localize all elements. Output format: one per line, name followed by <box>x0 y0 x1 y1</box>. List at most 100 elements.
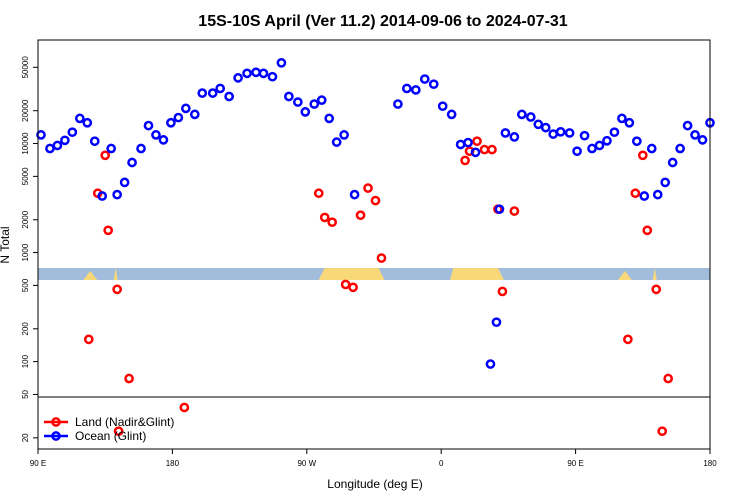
ocean-point <box>639 191 650 201</box>
ocean-point <box>89 136 100 147</box>
x-axis: 90 E 180 90 W 0 90 E 180 <box>30 449 717 468</box>
legend: Land (Nadir&Glint)Ocean (Glint) <box>44 415 174 443</box>
y-tick-label: 200 <box>21 322 30 336</box>
ocean-point <box>316 95 327 105</box>
ocean-point <box>428 79 439 90</box>
ocean-point <box>533 119 544 130</box>
y-tick-label: 100 <box>21 354 30 368</box>
ocean-point <box>119 177 130 188</box>
land-shape <box>113 268 118 280</box>
ocean-point <box>158 135 169 145</box>
land-point <box>623 334 633 345</box>
ocean-point <box>207 88 218 98</box>
ocean-point <box>106 143 117 154</box>
x-tick-label: 90 E <box>567 459 583 468</box>
ocean-point <box>339 130 349 140</box>
x-tick-label: 90 E <box>30 459 46 468</box>
ocean-point <box>555 126 566 137</box>
land-point <box>124 373 134 384</box>
x-tick-label: 0 <box>439 459 444 468</box>
ocean-point <box>151 130 161 140</box>
legend-label: Ocean (Glint) <box>75 429 146 443</box>
ocean-point <box>437 101 448 112</box>
ocean-point <box>233 73 243 83</box>
land-point <box>313 188 324 199</box>
ocean-point <box>166 117 176 128</box>
land-shape <box>617 271 632 280</box>
ocean-point <box>463 137 473 148</box>
ocean-point <box>579 130 590 141</box>
x-tick-label: 180 <box>166 459 180 468</box>
land-point <box>497 286 508 297</box>
y-tick-label: 20 <box>21 433 30 442</box>
ocean-point <box>67 127 78 138</box>
ocean-point <box>402 83 412 94</box>
land-point <box>509 206 520 216</box>
legend-marker <box>51 431 61 441</box>
ocean-point <box>97 191 108 201</box>
land-point <box>340 279 351 290</box>
land-point <box>370 195 381 206</box>
ocean-point <box>284 91 294 102</box>
ocean-point <box>349 189 360 200</box>
x-tick-label: 180 <box>703 459 717 468</box>
land-point <box>657 426 668 437</box>
ocean-point <box>652 189 663 200</box>
chart-title: 15S-10S April (Ver 11.2) 2014-09-06 to 2… <box>198 13 568 30</box>
ocean-point <box>500 128 511 138</box>
legend-marker <box>51 417 61 427</box>
ocean-point <box>617 113 627 124</box>
ocean-point <box>609 127 620 138</box>
ocean-point <box>82 117 93 128</box>
land-point <box>348 282 358 293</box>
land-point <box>472 136 482 147</box>
legend-label: Land (Nadir&Glint) <box>75 415 174 429</box>
y-tick-label: 50000 <box>21 56 30 79</box>
land-point <box>642 225 653 236</box>
ocean-point <box>60 135 70 146</box>
ocean-point <box>548 129 559 139</box>
ocean-point <box>267 71 278 82</box>
land-shape <box>652 268 657 280</box>
ocean-point <box>494 204 505 215</box>
land-point <box>663 373 674 384</box>
land-point <box>363 183 373 193</box>
ocean-point <box>419 74 430 84</box>
land-point <box>479 144 490 155</box>
x-tick-label: 90 W <box>297 459 316 468</box>
land-point <box>83 334 94 345</box>
ocean-point <box>292 97 303 107</box>
ocean-point <box>410 85 421 95</box>
ocean-point <box>143 120 154 131</box>
ocean-point <box>173 112 184 123</box>
ocean-point <box>624 117 635 128</box>
ocean-point <box>667 157 678 168</box>
ocean-point <box>127 157 137 168</box>
land-point <box>651 284 662 295</box>
ocean-point <box>242 68 252 79</box>
ocean-point <box>197 88 208 98</box>
ocean-point <box>45 143 55 154</box>
ocean-point <box>215 83 226 94</box>
ocean-point <box>300 107 311 117</box>
ocean-point <box>572 146 582 157</box>
ocean-point <box>189 109 200 120</box>
y-tick-label: 10000 <box>21 132 30 155</box>
y-tick-label: 1000 <box>21 243 30 261</box>
land-shape <box>83 271 98 280</box>
land-point <box>112 284 122 295</box>
ocean-point <box>660 177 671 188</box>
land-shape <box>450 268 504 280</box>
land-point <box>113 426 124 437</box>
ocean-point <box>324 113 335 124</box>
y-tick-label: 500 <box>21 278 30 292</box>
plot-frame <box>37 39 711 450</box>
ocean-point <box>52 140 63 151</box>
ocean-point <box>276 57 287 68</box>
ocean-point <box>682 120 693 131</box>
land-point <box>487 144 497 155</box>
land-point <box>376 253 387 263</box>
ocean-point <box>602 135 612 146</box>
ocean-point <box>224 91 234 102</box>
